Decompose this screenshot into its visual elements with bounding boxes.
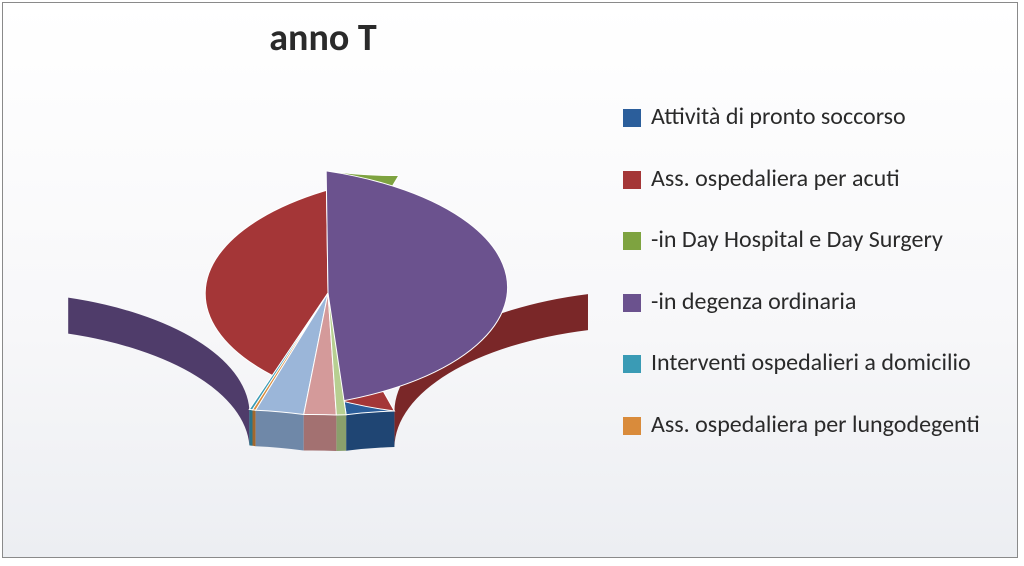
- legend: Attività di pronto soccorso Ass. ospedali…: [623, 103, 993, 439]
- chart-title: anno T: [3, 15, 643, 61]
- legend-label: Ass. ospedaliera per acuti: [651, 165, 993, 193]
- legend-item: Attività di pronto soccorso: [623, 103, 993, 131]
- legend-label: Ass. ospedaliera per lungodegenti: [651, 411, 993, 439]
- legend-item: Interventi ospedalieri a domicilio: [623, 349, 993, 377]
- legend-swatch: [623, 232, 641, 250]
- legend-label: -in degenza ordinaria: [651, 288, 993, 316]
- legend-item: -in degenza ordinaria: [623, 288, 993, 316]
- legend-label: -in Day Hospital e Day Surgery: [651, 226, 993, 254]
- legend-swatch: [623, 171, 641, 189]
- legend-item: Ass. ospedaliera per lungodegenti: [623, 411, 993, 439]
- legend-item: -in Day Hospital e Day Surgery: [623, 226, 993, 254]
- legend-swatch: [623, 417, 641, 435]
- legend-swatch: [623, 109, 641, 127]
- legend-swatch: [623, 294, 641, 312]
- legend-item: Ass. ospedaliera per acuti: [623, 165, 993, 193]
- legend-label: Interventi ospedalieri a domicilio: [651, 349, 993, 377]
- pie-chart: [33, 93, 623, 523]
- legend-swatch: [623, 355, 641, 373]
- chart-frame: anno T Attività di pronto soccorso Ass. o…: [2, 2, 1018, 558]
- legend-label: Attività di pronto soccorso: [651, 103, 993, 131]
